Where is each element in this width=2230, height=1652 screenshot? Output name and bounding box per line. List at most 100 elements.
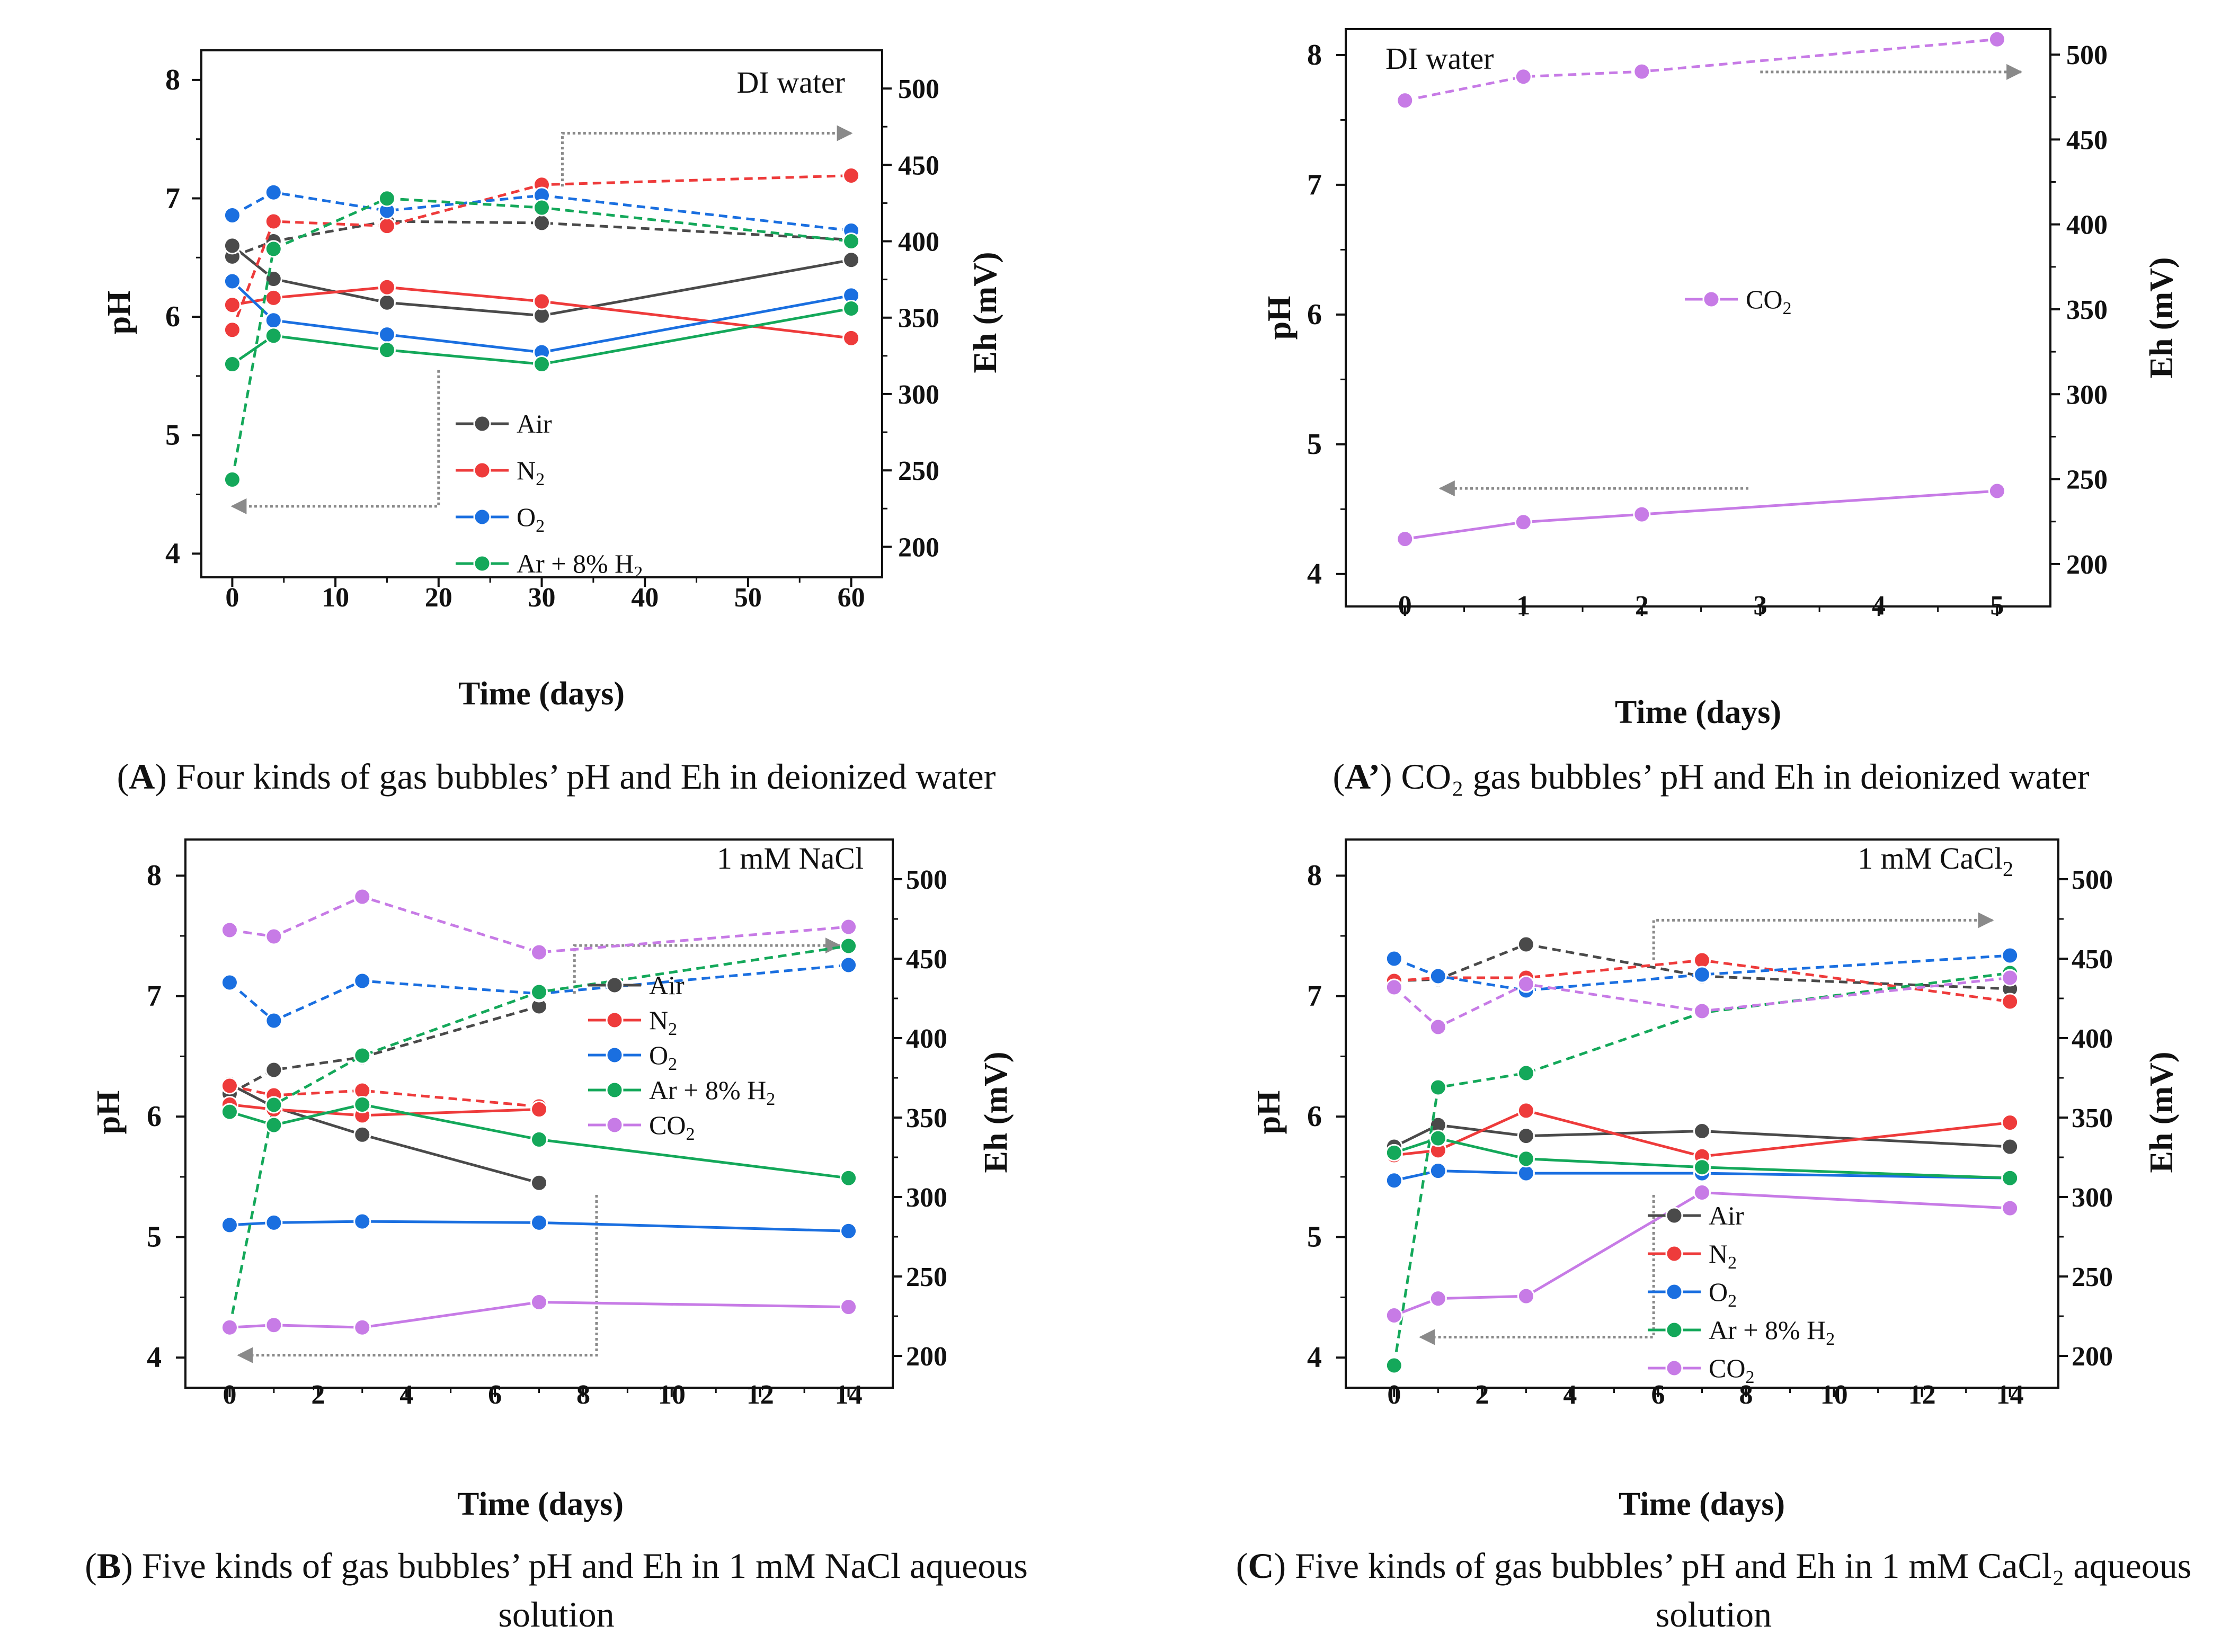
ph-point-CO2 — [1385, 1307, 1403, 1325]
ph-point-CO2 — [840, 1298, 858, 1316]
ph-point-N2 — [842, 329, 860, 347]
axis-pointer-arrow — [1652, 912, 1994, 960]
x-axis-title: Time (days) — [1619, 1486, 1785, 1522]
caption-label: A’ — [1345, 756, 1380, 797]
y2-tick-label: 250 — [906, 1262, 947, 1292]
eh-point-O2 — [264, 183, 282, 201]
y2-axis-title: Eh (mV) — [967, 252, 1003, 373]
x-tick-label: 2 — [1635, 591, 1649, 621]
y-axis-title: pH — [101, 291, 137, 335]
y-tick-label: 7 — [1307, 168, 1322, 201]
y2-tick-label: 350 — [2072, 1103, 2113, 1133]
chart-a-prime: 0 1 2 3 4 5 4 5 6 7 8 200 250 300 350 400 450 500 Time (da… — [1261, 28, 2180, 730]
x-tick-label: 6 — [1651, 1380, 1665, 1410]
y2-tick-label: 500 — [898, 74, 939, 104]
y2-tick-label: 300 — [2072, 1183, 2113, 1213]
ph-point-Air — [378, 293, 396, 311]
y2-tick-label: 300 — [906, 1183, 947, 1213]
eh-line-CO2 — [1405, 38, 1997, 102]
ph-point-CO2 — [1693, 1183, 1711, 1201]
ph-point-CO2 — [530, 1293, 548, 1311]
ph-point-CO2 — [1988, 482, 2006, 500]
x-axis-title: Time (days) — [458, 676, 625, 712]
ph-line-CO2 — [1405, 489, 1997, 541]
ph-point-ArH2 — [1693, 1158, 1711, 1176]
y-tick-label: 6 — [1307, 298, 1322, 331]
ph-point-Air — [353, 1126, 371, 1144]
ph-point-ArH2 — [264, 327, 282, 345]
x-tick-label: 8 — [1739, 1380, 1753, 1410]
ph-point-Air — [1517, 1127, 1535, 1145]
legend-marker-N2 — [606, 1011, 624, 1029]
legend-marker-Air — [473, 415, 491, 433]
ph-point-ArH2 — [2001, 1169, 2019, 1187]
ph-point-O2 — [223, 272, 241, 290]
x-tick-label: 10 — [658, 1380, 686, 1410]
eh-point-ArH2 — [223, 470, 241, 488]
caption-b: (B) Five kinds of gas bubbles’ pH and Eh… — [85, 1546, 1028, 1635]
condition-label: DI water — [1385, 41, 1494, 76]
eh-point-ArH2 — [378, 190, 396, 208]
ph-point-O2 — [1429, 1162, 1447, 1180]
y2-tick-label: 250 — [2072, 1262, 2113, 1292]
ph-point-O2 — [265, 1213, 283, 1231]
eh-point-ArH2 — [842, 233, 860, 251]
y-tick-label: 8 — [1307, 859, 1322, 892]
legend-marker-N2 — [473, 461, 491, 479]
legend-label-CO2: CO2 — [1709, 1353, 1754, 1387]
eh-point-N2 — [2001, 993, 2019, 1011]
ph-point-O2 — [1385, 1172, 1403, 1190]
ph-line-Air — [229, 1083, 540, 1184]
ph-point-O2 — [1517, 1164, 1535, 1182]
ph-point-O2 — [220, 1216, 238, 1234]
eh-point-ArH2 — [264, 240, 282, 258]
eh-point-ArH2 — [533, 199, 550, 217]
y-tick-label: 7 — [1307, 980, 1322, 1013]
eh-point-N2 — [264, 212, 282, 230]
caption-label: A — [129, 756, 155, 797]
eh-point-ArH2 — [840, 937, 858, 955]
y-tick-label: 5 — [165, 419, 180, 452]
y2-tick-label: 350 — [898, 303, 939, 334]
x-tick-label: 1 — [1516, 591, 1530, 621]
x-tick-label: 4 — [1872, 591, 1886, 621]
y-tick-label: 4 — [147, 1341, 162, 1374]
eh-point-ArH2 — [1385, 1356, 1403, 1374]
ph-point-ArH2 — [533, 355, 550, 373]
x-tick-label: 4 — [1563, 1380, 1577, 1410]
ph-point-N2 — [378, 278, 396, 296]
eh-line-N2 — [229, 1084, 539, 1108]
y2-tick-label: 500 — [2066, 40, 2108, 70]
panel-a: 0 10 20 30 40 50 60 4 5 6 7 8 200 250 300 350 400 450 500 T… — [0, 0, 1060, 742]
ph-point-ArH2 — [220, 1103, 238, 1121]
legend-label-Air: Air — [517, 409, 552, 439]
y2-tick-label: 450 — [2066, 125, 2108, 155]
y-tick-label: 4 — [1307, 558, 1322, 591]
panel-a-prime: 0 1 2 3 4 5 4 5 6 7 8 200 250 300 350 400 450 500 Time (da… — [1219, 0, 2230, 742]
caption-c: (C) Five kinds of gas bubbles’ pH and Eh… — [1236, 1546, 2192, 1635]
y-tick-label: 6 — [147, 1100, 162, 1133]
condition-label: 1 mM NaCl — [717, 841, 864, 876]
x-tick-label: 2 — [311, 1380, 325, 1410]
ph-point-CO2 — [1517, 1287, 1535, 1305]
eh-point-O2 — [223, 206, 241, 224]
legend-label-O2: O2 — [517, 502, 545, 536]
ph-point-O2 — [530, 1213, 548, 1231]
condition-label: 1 mM CaCl2 — [1858, 841, 2013, 881]
legend-label-ArH2: Ar + 8% H2 — [649, 1075, 775, 1109]
x-tick-label: 50 — [734, 583, 762, 613]
ph-point-O2 — [353, 1212, 371, 1230]
x-axis-title: Time (days) — [457, 1486, 624, 1522]
ph-point-CO2 — [1633, 505, 1651, 523]
ph-line-CO2 — [1393, 1191, 2010, 1317]
ph-point-ArH2 — [1429, 1129, 1447, 1147]
y2-tick-label: 200 — [898, 532, 939, 562]
y-tick-label: 6 — [1307, 1100, 1322, 1133]
x-tick-label: 4 — [399, 1380, 413, 1410]
ph-point-N2 — [530, 1101, 548, 1119]
legend-marker-CO2 — [606, 1116, 624, 1134]
eh-point-O2 — [220, 974, 238, 992]
axis-pointer-arrow — [1419, 1195, 1655, 1345]
ph-point-ArH2 — [842, 299, 860, 317]
x-tick-label: 10 — [1820, 1380, 1848, 1410]
